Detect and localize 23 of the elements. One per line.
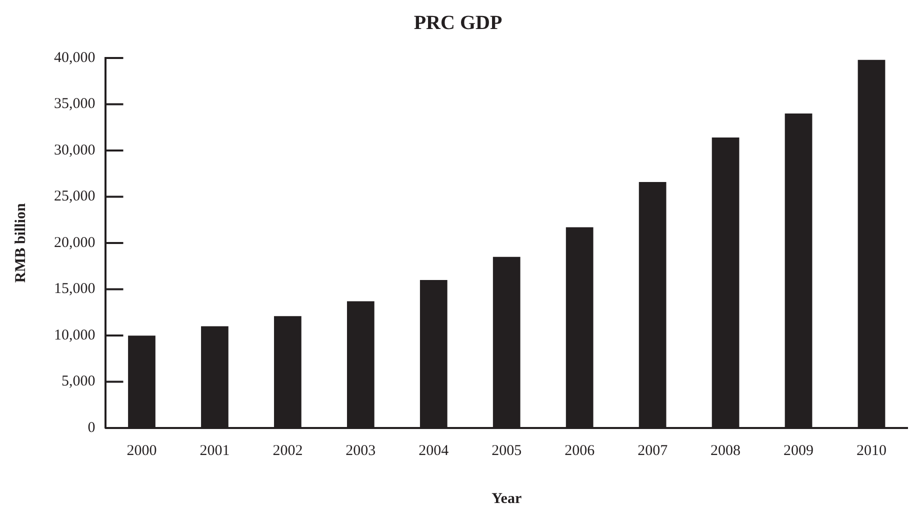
x-tick-label: 2008: [710, 442, 741, 459]
x-axis-title: Year: [492, 490, 522, 507]
y-tick-label: 20,000: [54, 234, 96, 251]
x-tick-label: 2003: [346, 442, 376, 459]
x-tick-label: 2004: [418, 442, 450, 459]
x-tick-label: 2002: [272, 442, 303, 459]
y-tick-label: 15,000: [54, 281, 96, 298]
y-tick-label: 30,000: [54, 142, 96, 158]
y-tick-label: 10,000: [54, 327, 96, 344]
x-tick-label: 2006: [564, 442, 596, 459]
y-axis-title: RMB billion: [12, 202, 29, 283]
x-tick-label: 2001: [200, 442, 230, 459]
y-tick-label: 40,000: [54, 50, 96, 66]
chart-title: PRC GDP: [414, 12, 502, 34]
x-tick-label: 2009: [784, 442, 814, 459]
y-tick-label: 5,000: [62, 374, 96, 390]
x-tick-label: 2010: [856, 442, 887, 459]
x-tick-label: 2000: [126, 442, 157, 459]
y-tick-label: 0: [88, 420, 96, 436]
x-tick-label: 2005: [492, 442, 522, 459]
y-tick-label: 25,000: [54, 188, 96, 205]
y-tick-label: 35,000: [54, 96, 96, 112]
x-tick-label: 2007: [638, 442, 668, 459]
